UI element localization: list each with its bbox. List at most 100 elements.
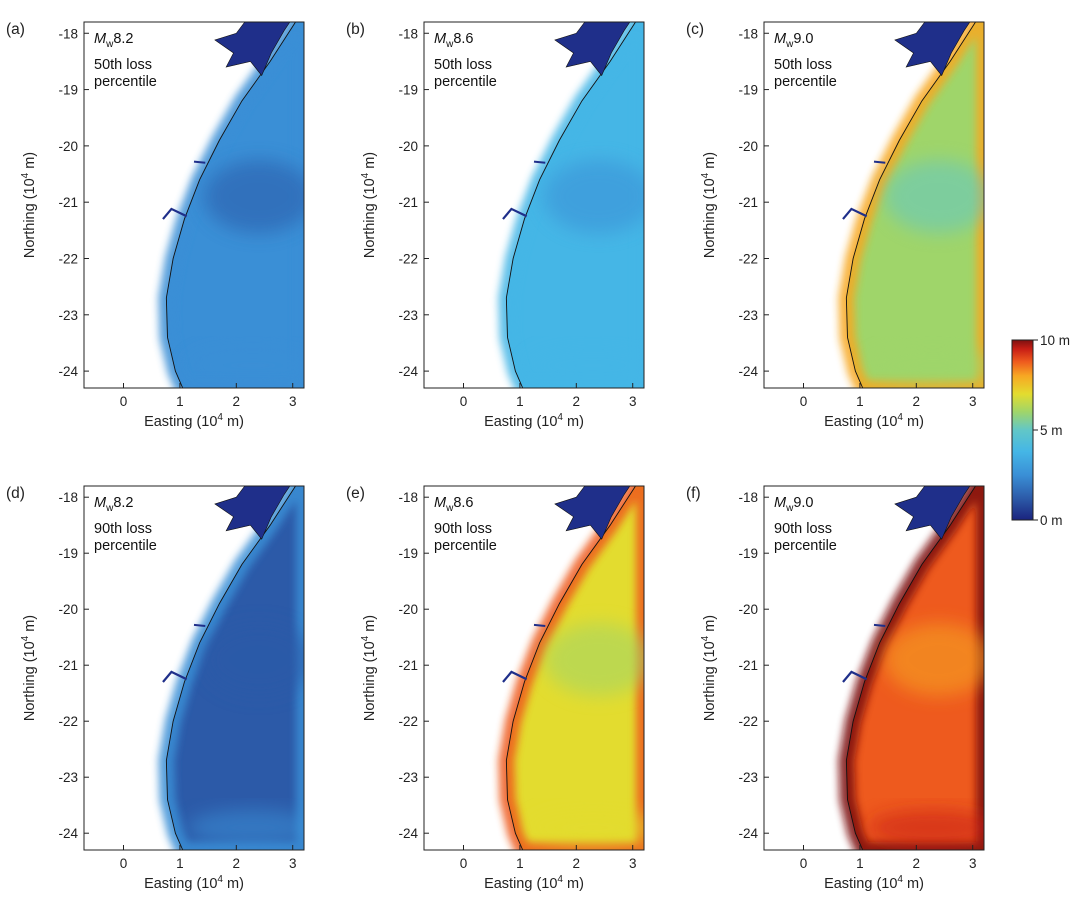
y-tick-label: -22 bbox=[738, 714, 758, 729]
y-tick-label: -23 bbox=[398, 770, 418, 785]
colorbar-label-top: 10 m bbox=[1040, 333, 1070, 348]
estuary bbox=[894, 22, 971, 77]
y-tick-label: -21 bbox=[398, 195, 418, 210]
y-tick-label: -21 bbox=[58, 195, 78, 210]
loss-annotation-line2: percentile bbox=[94, 74, 157, 90]
y-tick-label: -22 bbox=[738, 251, 758, 266]
y-tick-label: -20 bbox=[398, 602, 418, 617]
y-tick-label: -18 bbox=[58, 490, 78, 505]
inlet bbox=[162, 207, 188, 220]
inlet bbox=[842, 207, 868, 220]
x-tick-label: 2 bbox=[913, 394, 921, 409]
coastline bbox=[165, 486, 296, 850]
y-tick-label: -20 bbox=[738, 139, 758, 154]
offshore-variation bbox=[543, 159, 644, 234]
x-tick-label: 2 bbox=[573, 394, 581, 409]
y-tick-label: -21 bbox=[738, 195, 758, 210]
loss-annotation-line1: 90th loss bbox=[774, 521, 832, 537]
y-tick-label: -23 bbox=[58, 308, 78, 323]
loss-annotation-line2: percentile bbox=[94, 538, 157, 554]
x-tick-label: 2 bbox=[233, 394, 241, 409]
axes-frame bbox=[83, 485, 305, 851]
y-tick-label: -23 bbox=[738, 770, 758, 785]
y-tick-label: -22 bbox=[58, 251, 78, 266]
y-axis-label: Northing (104 m) bbox=[700, 615, 718, 721]
axes-frame bbox=[763, 485, 985, 851]
x-tick-label: 1 bbox=[516, 856, 524, 871]
coastline bbox=[505, 486, 636, 850]
panel-e: (e) 0 1 2 3 -18 -19 -20 -21 -22 -23 -24 Easting (104… bbox=[346, 485, 645, 892]
x-tick-label: 3 bbox=[969, 856, 977, 871]
panel-letter: (d) bbox=[6, 485, 25, 502]
x-tick-label: 1 bbox=[856, 394, 864, 409]
x-axis-label: Easting (104 m) bbox=[144, 412, 244, 430]
x-tick-label: 3 bbox=[629, 856, 637, 871]
panel-d: (d) 0 1 2 3 -18 -19 -20 -21 -22 -23 -24 Easting (104… bbox=[6, 485, 305, 892]
panel-letter: (c) bbox=[686, 21, 704, 38]
x-tick-label: 1 bbox=[176, 394, 184, 409]
inlet bbox=[533, 160, 546, 164]
estuary bbox=[554, 22, 631, 77]
axes-frame bbox=[83, 21, 305, 389]
coastline bbox=[845, 486, 976, 850]
loss-annotation-line1: 90th loss bbox=[434, 521, 492, 537]
inlet bbox=[533, 623, 546, 627]
x-tick-label: 0 bbox=[460, 856, 468, 871]
loss-annotation-line2: percentile bbox=[434, 74, 497, 90]
y-tick-label: -19 bbox=[738, 83, 758, 98]
y-tick-label: -20 bbox=[58, 139, 78, 154]
loss-annotation-line1: 90th loss bbox=[94, 521, 152, 537]
offshore-variation bbox=[543, 623, 644, 696]
x-axis-label: Easting (104 m) bbox=[144, 874, 244, 892]
y-tick-label: -20 bbox=[738, 602, 758, 617]
y-tick-label: -23 bbox=[58, 770, 78, 785]
y-tick-label: -24 bbox=[58, 826, 78, 841]
loss-annotation-line2: percentile bbox=[434, 538, 497, 554]
x-tick-label: 2 bbox=[233, 856, 241, 871]
x-tick-label: 0 bbox=[800, 856, 808, 871]
southern-variation bbox=[187, 809, 304, 846]
colorbar: 10 m 5 m 0 m bbox=[1011, 333, 1070, 528]
colorbar-label-mid: 5 m bbox=[1040, 423, 1063, 438]
loss-annotation-line1: 50th loss bbox=[94, 57, 152, 73]
x-axis-label: Easting (104 m) bbox=[824, 874, 924, 892]
estuary bbox=[214, 486, 291, 540]
x-tick-label: 2 bbox=[913, 856, 921, 871]
inlet bbox=[873, 160, 886, 164]
x-tick-label: 3 bbox=[289, 856, 297, 871]
estuary bbox=[214, 22, 291, 77]
estuary bbox=[554, 486, 631, 540]
y-tick-label: -24 bbox=[398, 826, 418, 841]
y-tick-label: -24 bbox=[738, 826, 758, 841]
panel-letter: (e) bbox=[346, 485, 365, 502]
inlet bbox=[162, 670, 188, 683]
southern-variation bbox=[187, 347, 304, 384]
y-tick-label: -20 bbox=[398, 139, 418, 154]
inlet bbox=[873, 623, 886, 627]
axes-frame bbox=[763, 21, 985, 389]
panel-f: (f) 0 1 2 3 -18 -19 -20 -21 -22 -23 -24 Easting (104… bbox=[686, 485, 985, 892]
panel-a: (a) 0 1 2 3 -18 -19 -20 -21 -22 -23 -24 Easting (104… bbox=[6, 21, 305, 430]
estuary bbox=[894, 486, 971, 540]
axes-frame bbox=[423, 21, 645, 389]
magnitude-annotation: Mw8.2 bbox=[94, 31, 134, 50]
y-tick-label: -22 bbox=[398, 251, 418, 266]
x-tick-label: 0 bbox=[120, 856, 128, 871]
y-tick-label: -19 bbox=[58, 546, 78, 561]
southern-variation bbox=[527, 347, 644, 384]
x-tick-label: 1 bbox=[516, 394, 524, 409]
inlet bbox=[502, 207, 528, 220]
inlet bbox=[842, 670, 868, 683]
inlet bbox=[193, 623, 206, 627]
y-tick-label: -19 bbox=[398, 546, 418, 561]
x-tick-label: 3 bbox=[969, 394, 977, 409]
y-tick-label: -22 bbox=[398, 714, 418, 729]
y-tick-label: -24 bbox=[58, 364, 78, 379]
y-axis-label: Northing (104 m) bbox=[20, 615, 38, 721]
y-tick-label: -19 bbox=[398, 83, 418, 98]
axes-frame bbox=[423, 485, 645, 851]
y-tick-label: -24 bbox=[738, 364, 758, 379]
panel-c: (c) 0 1 2 3 -18 -19 -20 -21 -22 -23 -24 Easting (104… bbox=[686, 21, 985, 430]
magnitude-annotation: Mw8.6 bbox=[434, 495, 474, 514]
coastline bbox=[165, 22, 296, 388]
